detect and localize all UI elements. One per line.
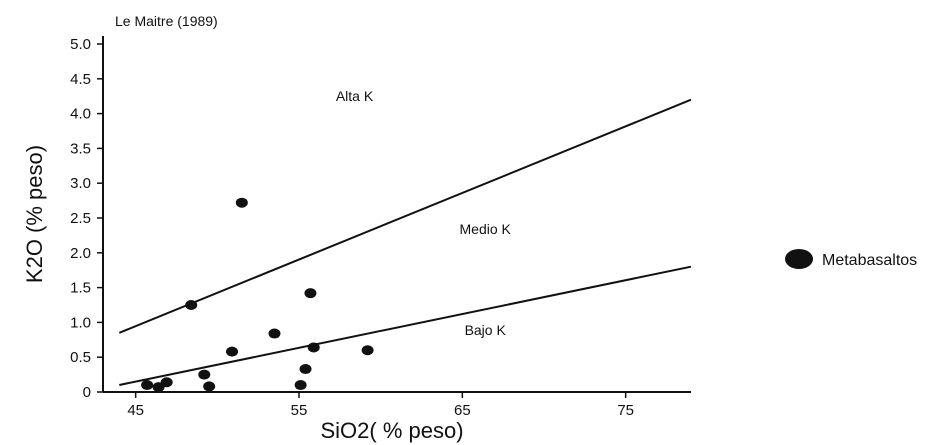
legend-label: Metabasaltos <box>822 252 917 269</box>
y-axis-title: K2O (% peso) <box>22 145 47 283</box>
x-tick-label: 65 <box>454 402 471 419</box>
region-label: Alta K <box>336 88 374 104</box>
legend-marker <box>785 249 813 269</box>
data-point <box>299 364 312 375</box>
data-point <box>141 380 154 391</box>
data-point <box>198 369 211 380</box>
source-label: Le Maitre (1989) <box>115 13 218 29</box>
data-point <box>226 346 239 357</box>
y-tick-label: 4.0 <box>70 106 91 123</box>
x-tick-label: 75 <box>617 402 634 419</box>
x-tick-label: 55 <box>291 402 308 419</box>
y-tick-label: 3.5 <box>70 140 91 157</box>
x-tick-label: 45 <box>127 402 144 419</box>
y-tick-label: 4.5 <box>70 71 91 88</box>
data-point <box>307 342 320 353</box>
region-label: Medio K <box>460 221 512 237</box>
x-axis-title: SiO2( % peso) <box>320 418 463 443</box>
upper-boundary-line <box>118 98 692 334</box>
data-point <box>304 288 317 299</box>
region-label: Bajo K <box>465 322 507 338</box>
y-tick-label: 2.0 <box>70 245 91 262</box>
data-point <box>294 380 307 391</box>
y-tick-label: 0 <box>83 384 91 401</box>
data-point <box>361 345 374 356</box>
y-tick-label: 0.5 <box>70 349 91 366</box>
data-point <box>185 300 198 310</box>
y-tick-label: 5.0 <box>70 36 91 53</box>
data-point <box>160 377 173 388</box>
y-tick-label: 1.0 <box>70 314 91 331</box>
y-tick-label: 2.5 <box>70 210 91 227</box>
data-point <box>268 328 281 339</box>
legend: Metabasaltos <box>785 249 917 269</box>
data-point <box>235 197 248 208</box>
data-point <box>203 381 216 392</box>
y-tick-label: 3.0 <box>70 175 91 192</box>
y-tick-label: 1.5 <box>70 280 91 297</box>
lower-boundary-line <box>119 265 692 386</box>
